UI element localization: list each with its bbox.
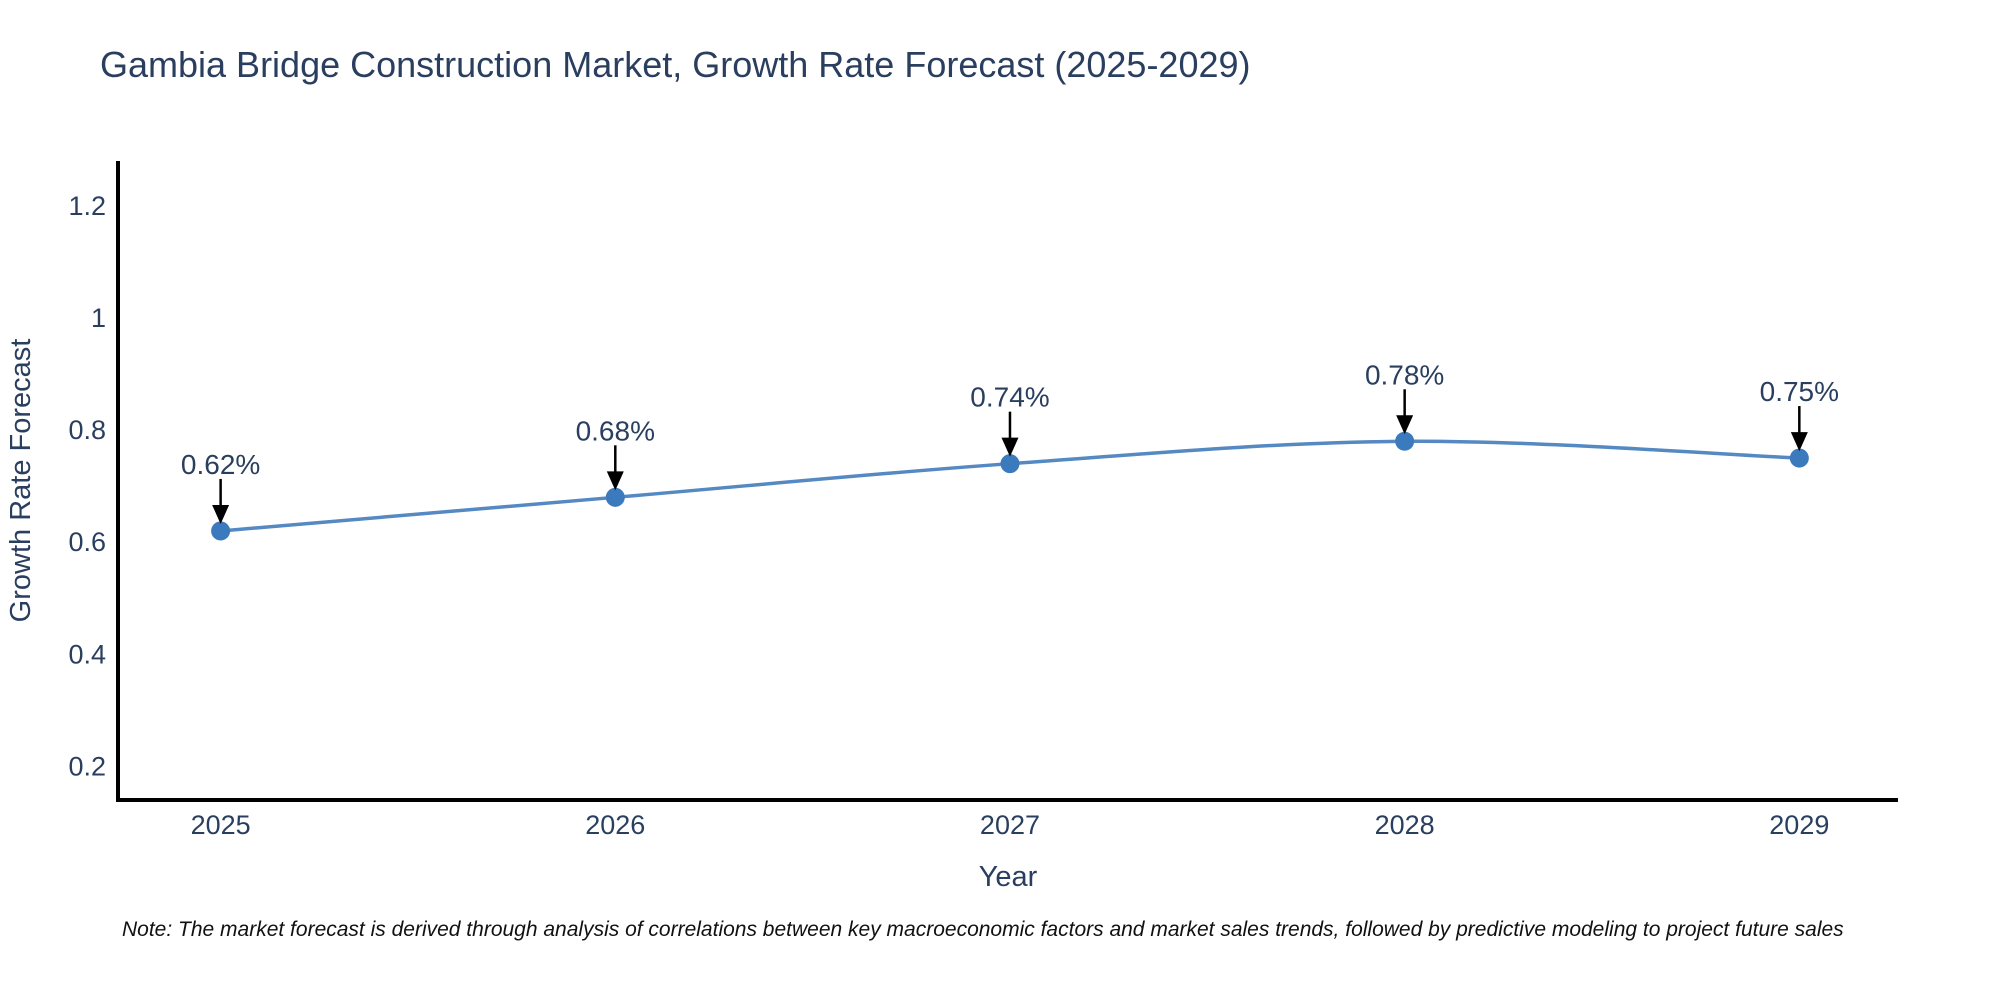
annotation-arrowhead-icon xyxy=(1001,437,1019,457)
y-axis-tick-label: 1.2 xyxy=(68,191,106,221)
annotation-arrowhead-icon xyxy=(212,504,230,524)
x-axis-tick-label: 2029 xyxy=(1769,810,1829,840)
data-point-marker xyxy=(1789,448,1809,468)
x-axis-tick-label: 2028 xyxy=(1375,810,1435,840)
y-axis-title: Growth Rate Forecast xyxy=(5,339,37,623)
x-axis-tick-label: 2027 xyxy=(980,810,1040,840)
x-axis-title: Year xyxy=(979,861,1038,893)
y-axis-tick-label: 0.8 xyxy=(68,415,106,445)
annotation-arrowhead-icon xyxy=(606,471,624,491)
data-point-marker xyxy=(1395,431,1415,451)
data-point-value-label: 0.78% xyxy=(1365,359,1444,390)
annotation-arrowhead-icon xyxy=(1790,432,1808,452)
x-axis-tick-label: 2025 xyxy=(191,810,251,840)
y-axis-tick-label: 0.6 xyxy=(68,527,106,557)
data-point-marker xyxy=(211,521,231,541)
annotation-arrowhead-icon xyxy=(1396,415,1414,435)
data-point-value-label: 0.74% xyxy=(970,382,1049,413)
chart-title: Gambia Bridge Construction Market, Growt… xyxy=(100,44,1251,85)
x-axis-tick-label: 2026 xyxy=(585,810,645,840)
y-axis-tick-label: 0.2 xyxy=(68,751,106,781)
y-axis-tick-label: 0.4 xyxy=(68,639,106,669)
data-point-value-label: 0.75% xyxy=(1760,376,1839,407)
footnote: Note: The market forecast is derived thr… xyxy=(122,918,1844,941)
y-axis-tick-label: 1 xyxy=(91,303,106,333)
data-point-marker xyxy=(605,487,625,507)
data-point-marker xyxy=(1000,454,1020,474)
data-point-value-label: 0.68% xyxy=(576,415,655,446)
data-point-value-label: 0.62% xyxy=(181,449,260,480)
